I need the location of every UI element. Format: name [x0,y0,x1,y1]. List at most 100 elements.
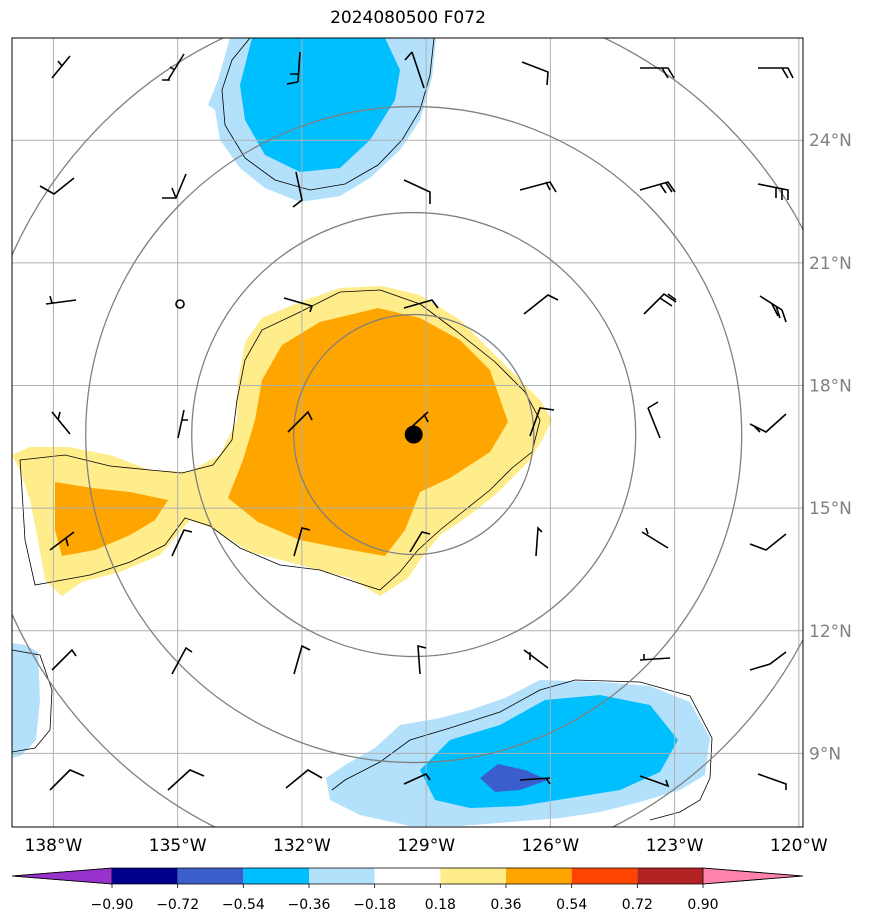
colorbar-label: −0.54 [222,897,265,913]
range-ring-2 [191,211,637,658]
wind-barb [643,292,677,315]
wind-barb [639,775,670,788]
fill-orange-west [55,482,168,556]
wind-barb [639,654,671,661]
contour-lines [12,38,713,821]
wind-barb [403,772,431,785]
range-rings [12,38,803,827]
wind-barb [293,527,311,557]
colorbar-segment [440,868,506,884]
wind-barb [757,773,787,790]
longitude-label: 126°W [521,836,579,856]
latitude-label: 9°N [809,744,841,764]
colorbar-label: −0.36 [288,897,331,913]
contour-central [19,289,541,591]
range-ring-3 [85,105,743,764]
colorbar-label: −0.90 [91,897,134,913]
wind-barb [49,531,75,551]
wind-barb [535,526,543,557]
anomaly-fill-layer [12,38,710,826]
colorbar-label: 0.18 [425,897,456,913]
longitude-label: 123°W [646,836,704,856]
longitude-label: 132°W [273,836,331,856]
wind-barb [521,61,549,86]
wind-barb [167,769,205,791]
latitude-label: 18°N [809,376,852,396]
wind-barb [403,299,439,309]
wind-barb [51,55,71,79]
wind-barb [647,401,661,439]
wind-barb [292,171,303,208]
latitude-label: 12°N [809,622,852,642]
wind-barb [409,531,431,553]
wind-barb [51,648,77,671]
colorbar-label: −0.72 [156,897,199,913]
wind-barb [749,651,787,671]
wind-barb [759,295,787,323]
wind-barb [519,181,557,193]
colorbar-segment [571,868,638,884]
latitude-label: 24°N [809,131,852,151]
wind-barb [171,529,193,557]
wind-barbs [39,51,794,791]
fill-blue-north [240,38,400,172]
longitude-labels: 138°W 135°W 132°W 129°W 126°W 123°W 120°W [25,836,828,856]
wind-barb [749,533,787,551]
wind-barb [757,183,789,200]
wind-barb [523,294,559,315]
colorbar-label: 0.72 [622,897,653,913]
latitude-labels: 24°N 21°N 18°N 15°N 12°N 9°N [809,131,852,764]
longitude-label: 129°W [397,836,455,856]
colorbar-segment [177,868,244,884]
wind-barb [293,644,311,675]
wind-barb [45,295,77,305]
wind-barb [286,51,301,85]
wind-barb [639,181,676,194]
wind-barb [162,173,187,199]
plot-frame [11,37,804,828]
fill-light-blue-west [12,643,40,758]
wind-barb [51,411,71,435]
colorbar-label: 0.54 [556,897,587,913]
wind-barb [417,644,427,675]
wind-barb [285,769,323,789]
wind-barb [749,413,787,433]
wind-barb [519,777,551,785]
wind-barb [523,649,549,669]
fill-orange-central [228,308,508,556]
colorbar-extend-high [702,867,804,885]
colorbar-segment [506,868,572,884]
colorbar-extend-low [11,867,113,885]
wind-barb [49,769,85,791]
latitude-label: 15°N [809,499,852,519]
wind-barb [404,51,425,89]
map-title: 2024080500 F072 [330,8,486,28]
wind-barb [162,53,185,81]
wind-barb [758,67,794,79]
contour-north [221,38,435,191]
contour-west [12,649,53,753]
longitude-label: 135°W [149,836,207,856]
colorbar: −0.90 −0.72 −0.54 −0.36 −0.18 0.18 0.36 0.54 0.7… [11,867,804,913]
wind-barb [403,179,431,204]
graticule [12,38,803,827]
latitude-label: 21°N [809,254,852,274]
colorbar-segment [112,868,178,884]
colorbar-segment [243,868,309,884]
colorbar-label: 0.90 [687,897,718,913]
wind-barb [177,409,188,439]
colorbar-label: −0.18 [353,897,396,913]
colorbar-segment [374,868,441,884]
longitude-label: 120°W [770,836,828,856]
wind-barb [171,646,193,675]
range-ring-1 [293,313,535,556]
wind-barb [283,297,314,313]
colorbar-segment [309,868,375,884]
longitude-label: 138°W [25,836,83,856]
fill-royal-blue-southeast [480,764,548,792]
calm-wind-marker [175,299,185,309]
wind-barb [641,527,669,549]
storm-center-marker [404,425,423,444]
colorbar-segment [637,868,703,884]
